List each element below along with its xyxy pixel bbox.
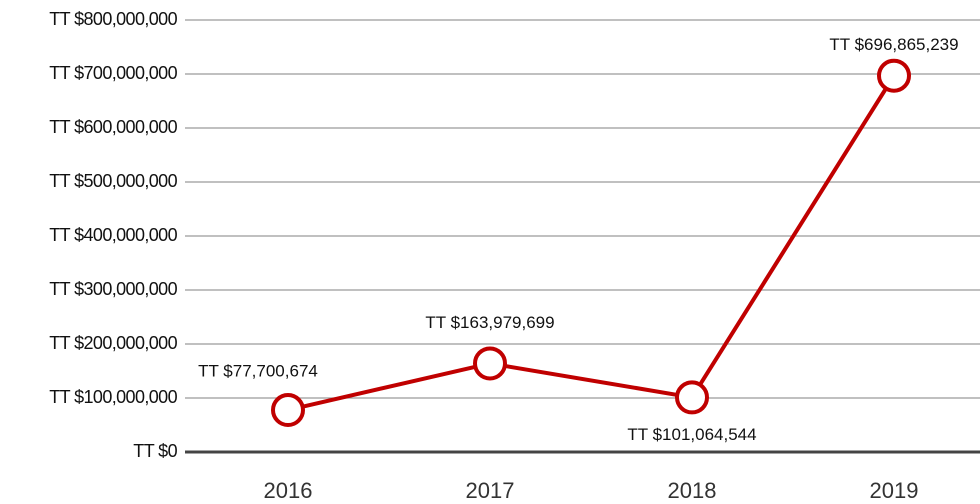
y-tick-label: TT $400,000,000 [49, 225, 177, 245]
marker [473, 346, 507, 381]
y-tick-label: TT $500,000,000 [49, 171, 177, 191]
marker [675, 380, 709, 415]
x-tick-label: 2018 [668, 478, 717, 503]
x-tick-label: 2017 [466, 478, 515, 503]
y-tick-label: TT $300,000,000 [49, 279, 177, 299]
y-tick-label: TT $200,000,000 [49, 333, 177, 353]
data-label: TT $163,979,699 [425, 313, 554, 332]
data-label: TT $101,064,544 [627, 425, 756, 444]
y-tick-label: TT $700,000,000 [49, 63, 177, 83]
x-tick-label: 2019 [870, 478, 919, 503]
data-label: TT $77,700,674 [198, 362, 318, 381]
y-tick-label: TT $100,000,000 [49, 387, 177, 407]
y-tick-label: TT $800,000,000 [49, 9, 177, 29]
marker [271, 393, 305, 428]
y-tick-label: TT $0 [133, 441, 177, 461]
marker [877, 58, 911, 93]
y-tick-label: TT $600,000,000 [49, 117, 177, 137]
line [287, 74, 896, 412]
x-tick-label: 2016 [264, 478, 313, 503]
data-label: TT $696,865,239 [829, 35, 958, 54]
